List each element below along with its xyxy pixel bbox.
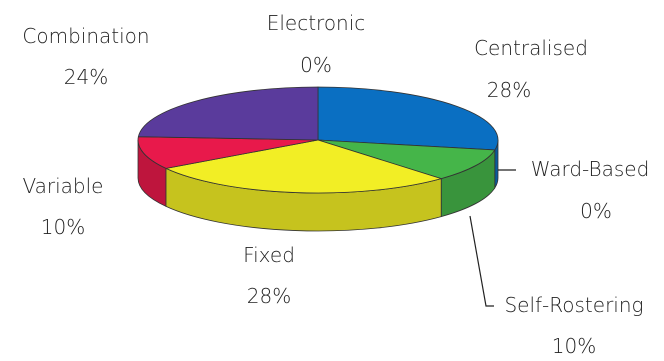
pct-combination: 24% [64, 65, 108, 89]
pct-centralised: 28% [487, 78, 531, 102]
slices-layer [137, 86, 499, 232]
pct-ward-based: 0% [580, 199, 612, 223]
slice-centralised [317, 86, 499, 151]
slice-self-rostering [317, 139, 496, 180]
pct-self-rostering: 10% [552, 334, 596, 358]
label-self-rostering: Self-Rostering [504, 293, 643, 317]
label-electronic: Electronic [267, 11, 366, 35]
leader-lines [469, 169, 516, 307]
pct-electronic: 0% [300, 53, 332, 77]
label-combination: Combination [22, 24, 149, 48]
label-ward-based: Ward-Based [531, 157, 650, 181]
slice-combination [137, 86, 319, 141]
label-centralised: Centralised [474, 36, 588, 60]
slice-variable [137, 136, 319, 169]
pct-fixed: 28% [247, 284, 291, 308]
pct-variable: 10% [41, 215, 85, 239]
label-fixed: Fixed [243, 243, 295, 267]
slice-fixed [164, 139, 443, 194]
leader-line-self-rostering [469, 215, 494, 307]
label-variable: Variable [23, 174, 104, 198]
